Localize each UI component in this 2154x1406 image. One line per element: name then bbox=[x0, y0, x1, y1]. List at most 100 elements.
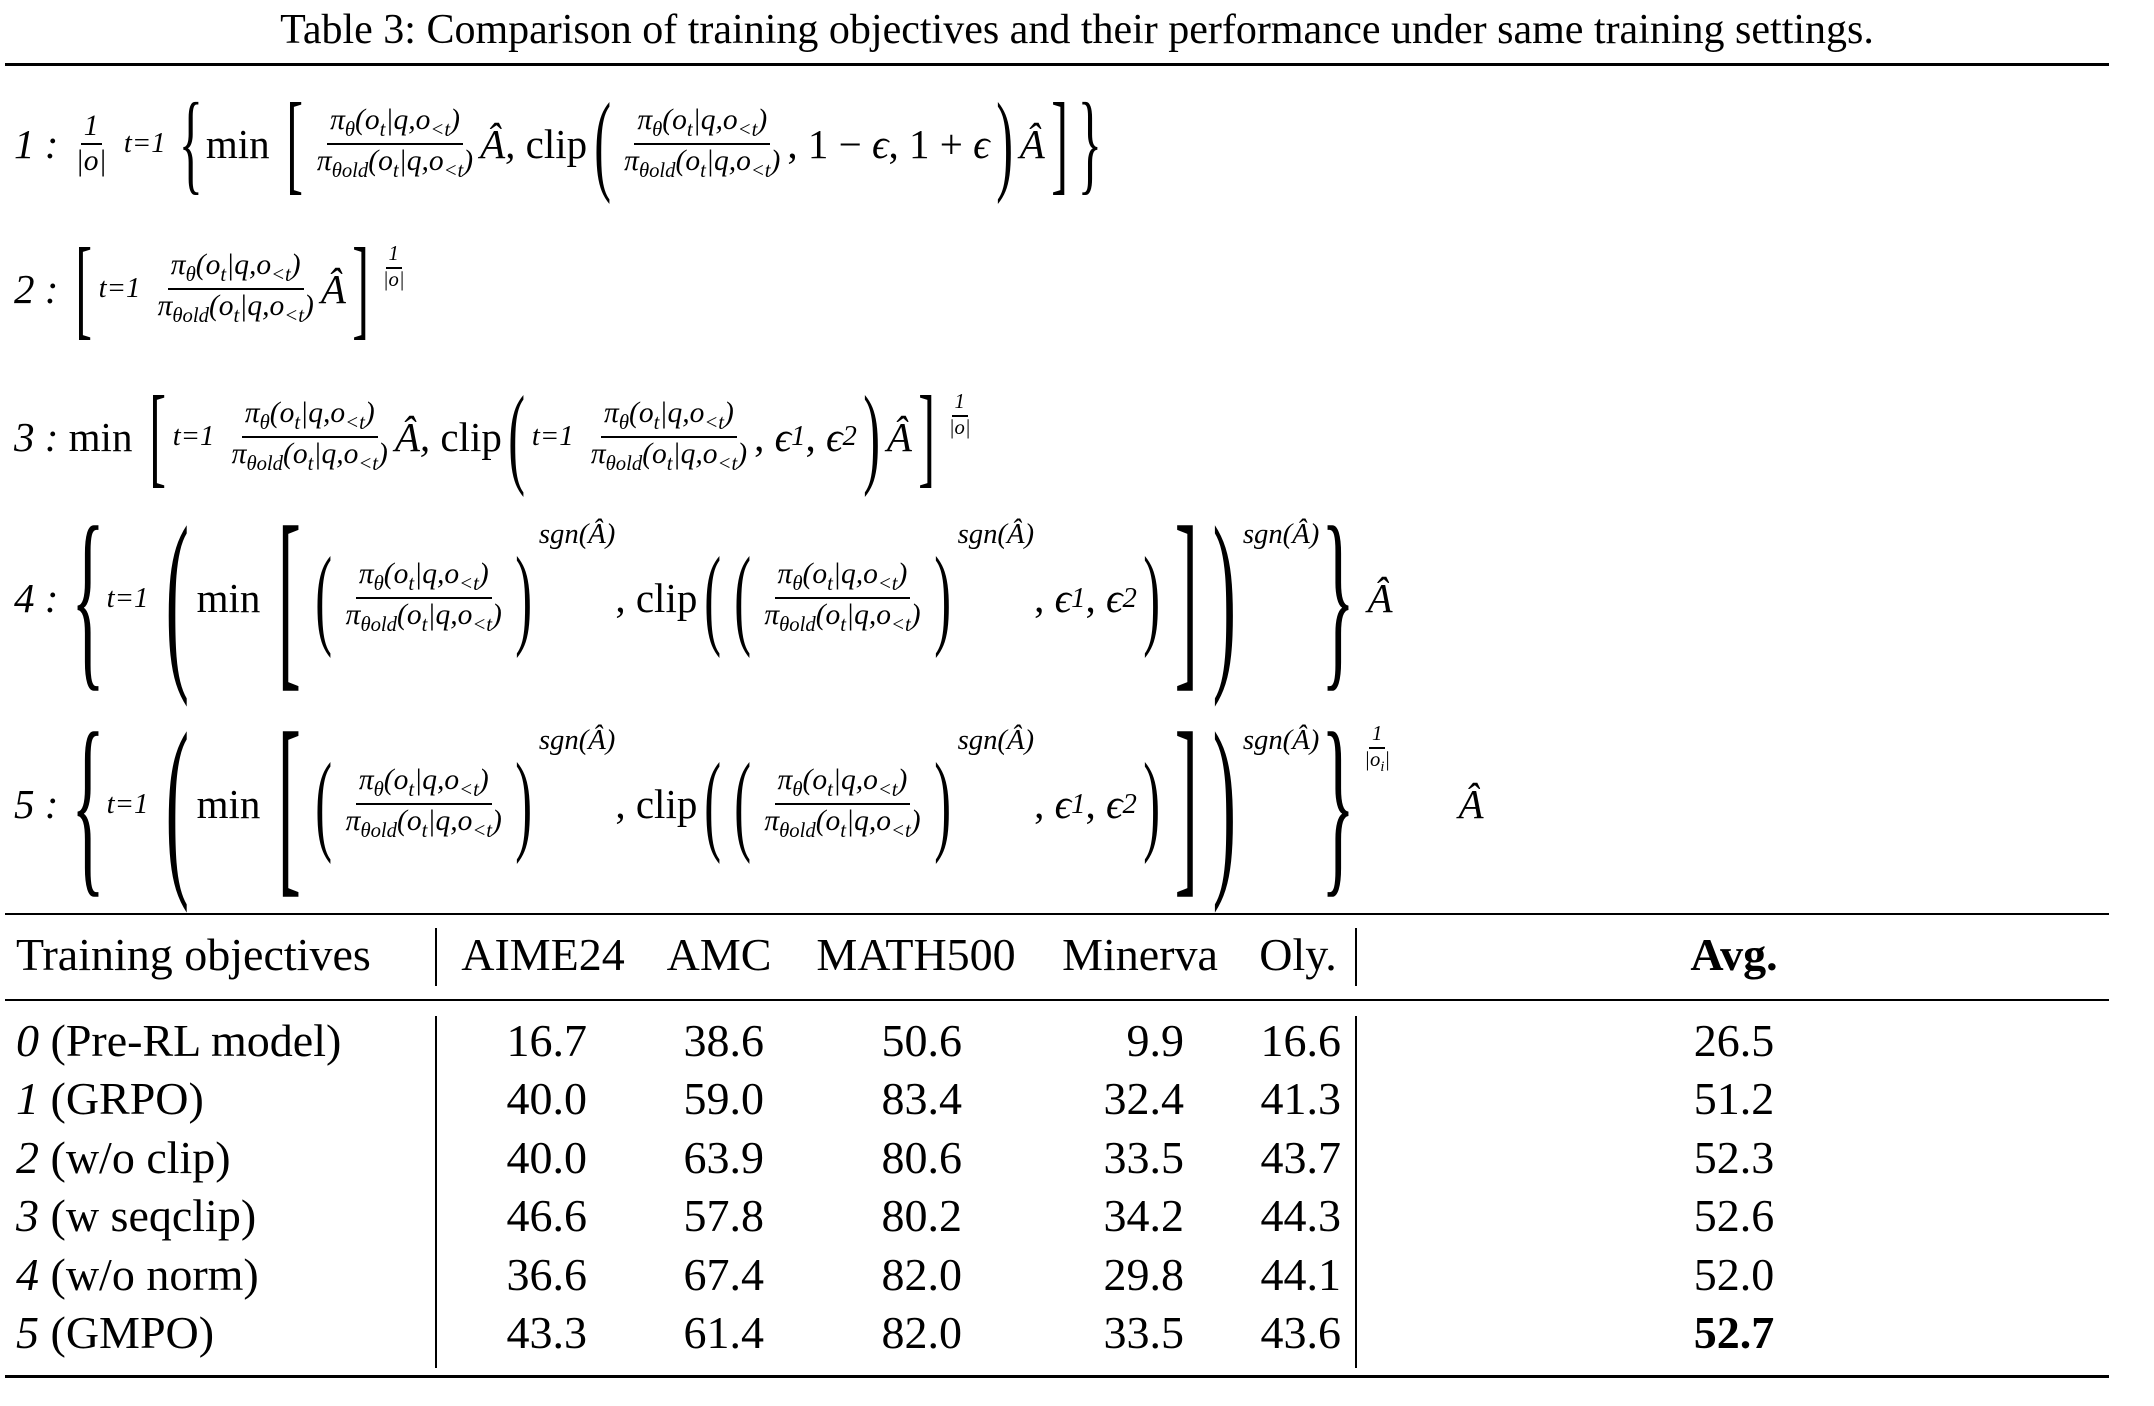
column-divider bbox=[1355, 1016, 1357, 1368]
math-fraction: 1 |oi| bbox=[1361, 723, 1393, 775]
math-subscript: t bbox=[393, 160, 399, 182]
math-subscript: t bbox=[220, 264, 226, 286]
delimiter-glyph: } bbox=[1077, 81, 1102, 205]
objective-name: (GRPO) bbox=[39, 1073, 204, 1125]
delimiter-glyph: ( bbox=[165, 487, 190, 708]
math-symbol bbox=[214, 413, 224, 461]
table-cell: 40.0 bbox=[506, 1131, 588, 1183]
math-symbol: 1 bbox=[1071, 581, 1086, 614]
math-operator: min bbox=[205, 120, 280, 167]
math-symbol: t bbox=[408, 573, 415, 596]
row-label: 4 (w/o norm) bbox=[16, 1249, 259, 1301]
math-symbol: π bbox=[777, 764, 793, 797]
math-subscript: <t bbox=[738, 119, 758, 141]
delimiter-glyph: ) bbox=[1212, 693, 1236, 914]
fraction-numerator: 1 bbox=[80, 110, 102, 145]
header-math500: MATH500 bbox=[816, 929, 1016, 980]
delimiter: ( bbox=[727, 747, 757, 858]
objective-name: (w/o clip) bbox=[39, 1131, 231, 1183]
math-symbol: | bbox=[1384, 748, 1391, 771]
math-fraction: πθ(ot|q,o<t) πθold(ot|q,o<t) bbox=[343, 765, 505, 843]
delimiter: } bbox=[1319, 498, 1357, 698]
delimiter-glyph: ) bbox=[1212, 487, 1236, 708]
math-subscript: t bbox=[700, 160, 706, 182]
math-symbol: Â bbox=[1019, 120, 1045, 167]
delimiter: ) bbox=[1205, 693, 1243, 914]
objective-number: 1 bbox=[16, 1073, 39, 1125]
table-cell: 16.6 bbox=[1260, 1015, 1342, 1066]
math-symbol: π bbox=[330, 103, 345, 136]
math-symbol: |q,o bbox=[705, 144, 751, 177]
math-symbol: |q,o bbox=[239, 289, 285, 322]
math-symbol: t bbox=[653, 412, 660, 435]
math-subscript: 2 bbox=[1122, 582, 1136, 615]
table-cell: 80.2 bbox=[881, 1190, 963, 1242]
exponent-fraction: 1 |o| bbox=[942, 391, 978, 439]
exponent-fraction: 1 |oi| bbox=[1357, 723, 1397, 775]
math-symbol: Â bbox=[886, 413, 912, 460]
delimiter: ( bbox=[502, 374, 532, 498]
math-fraction: πθ(ot|q,o<t) πθold(ot|q,o<t) bbox=[314, 103, 476, 183]
delimiter: { bbox=[69, 498, 107, 698]
formula-number: 1 bbox=[14, 120, 35, 167]
math-symbol: ) bbox=[478, 558, 489, 591]
math-symbol: π bbox=[624, 144, 639, 177]
delimiter: ) bbox=[1137, 541, 1167, 652]
header-training-objectives: Training objectives bbox=[16, 929, 371, 980]
fraction-numerator: πθ(ot|q,o<t) bbox=[774, 764, 911, 805]
fraction-numerator: πθ(ot|q,o<t) bbox=[634, 104, 771, 145]
math-fraction: πθ(ot|q,o<t) πθold(ot|q,o<t) bbox=[229, 397, 391, 476]
math-symbol: π bbox=[345, 805, 361, 837]
table-cell: 50.6 bbox=[881, 1015, 963, 1066]
delimiter: ) bbox=[928, 747, 958, 858]
table-cell: 38.6 bbox=[683, 1015, 765, 1066]
math-symbol: ) bbox=[910, 599, 921, 631]
delimiter: [ bbox=[69, 232, 99, 343]
fraction-denominator: πθold(ot|q,o<t) bbox=[588, 438, 750, 476]
math-symbol: 1 bbox=[388, 243, 399, 265]
math-symbol: <t bbox=[877, 573, 898, 596]
math-symbol: t=1 bbox=[106, 787, 149, 820]
math-subscript: θ bbox=[345, 119, 355, 141]
math-symbol: <t bbox=[271, 264, 291, 287]
header-amc: AMC bbox=[666, 929, 772, 980]
math-symbol: : bbox=[34, 575, 69, 621]
table-cell: 34.2 bbox=[1103, 1190, 1185, 1242]
math-symbol: ) bbox=[378, 437, 388, 470]
table-cell: 41.3 bbox=[1260, 1073, 1342, 1125]
math-subscript: θold bbox=[360, 614, 397, 636]
math-symbol: θ bbox=[344, 119, 356, 142]
delimiter: ] bbox=[912, 380, 942, 491]
math-symbol: (o bbox=[396, 599, 422, 631]
math-operator: , 1 − bbox=[787, 120, 873, 167]
delimiter-glyph: ) bbox=[863, 374, 881, 498]
header-avg: Avg. bbox=[1690, 929, 1778, 980]
math-symbol: ) bbox=[897, 558, 908, 591]
delimiter-glyph: ( bbox=[508, 374, 526, 498]
math-symbol: t bbox=[220, 264, 227, 287]
math-symbol: θ bbox=[792, 779, 803, 802]
row-label: 3 (w seqclip) bbox=[16, 1190, 256, 1242]
math-symbol: θold bbox=[605, 453, 643, 476]
avg-cell: 52.0 bbox=[1693, 1248, 1775, 1300]
delimiter: ( bbox=[159, 487, 197, 708]
delimiter-glyph: ( bbox=[703, 741, 721, 866]
math-subscript: t=1 bbox=[173, 420, 215, 453]
math-fraction: πθ(ot|q,o<t) πθold(ot|q,o<t) bbox=[155, 249, 317, 328]
delimiter: ) bbox=[509, 747, 539, 858]
delimiter: ( bbox=[587, 87, 617, 198]
math-symbol: θold bbox=[331, 160, 369, 183]
math-symbol: ) bbox=[724, 396, 734, 429]
math-symbol: π bbox=[358, 764, 374, 797]
math-symbol: |q,o bbox=[427, 805, 473, 837]
math-symbol: t=1 bbox=[98, 272, 141, 305]
math-symbol: θold bbox=[360, 820, 397, 843]
math-subscript: t=1 bbox=[107, 788, 149, 821]
math-superscript: sgn(Â) bbox=[539, 724, 615, 757]
table-cell: 43.3 bbox=[506, 1307, 588, 1358]
math-symbol bbox=[148, 780, 158, 828]
math-symbol: θold bbox=[779, 820, 816, 843]
math-operator: min bbox=[196, 781, 271, 827]
math-symbol: ϵ bbox=[973, 120, 990, 167]
math-symbol: |q,o bbox=[414, 764, 460, 797]
